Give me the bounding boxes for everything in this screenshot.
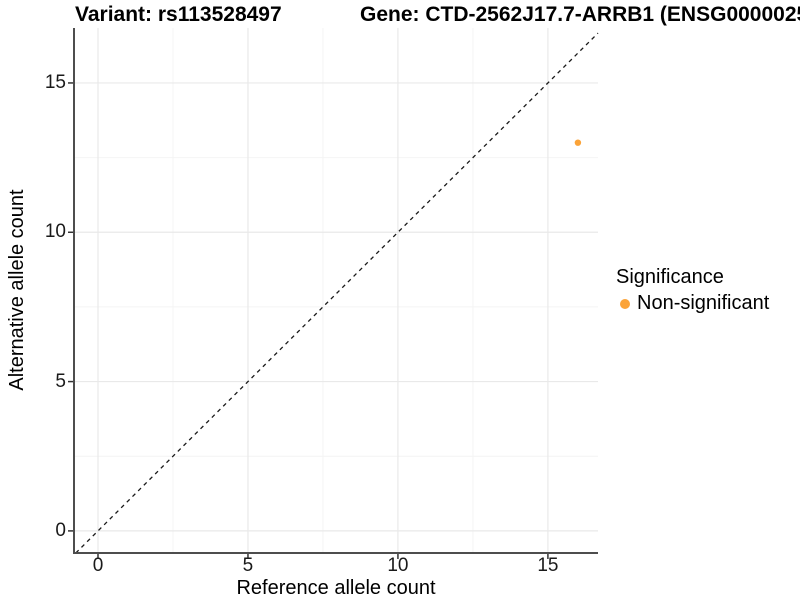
x-tick-label: 0: [92, 555, 104, 576]
plot-title-variant: Variant: rs113528497: [75, 3, 282, 26]
legend-point-icon: [620, 298, 630, 309]
legend-item-label: Non-significant: [637, 292, 770, 314]
data-point: [574, 139, 582, 146]
y-axis-title: Alternative allele count: [6, 189, 28, 391]
legend-item-non-significant: Non-significant: [616, 292, 769, 315]
legend: Significance Non-significant: [616, 266, 769, 315]
identity-line: [75, 32, 599, 554]
y-tick-label: 15: [44, 71, 66, 93]
legend-title: Significance: [616, 266, 724, 288]
x-axis-title: Reference allele count: [236, 577, 436, 599]
x-tick-label: 10: [387, 555, 409, 576]
x-tick-label: 5: [242, 555, 254, 576]
y-tick-label: 5: [55, 370, 66, 392]
y-tick-label: 0: [55, 519, 66, 541]
plot-title-gene: Gene: CTD-2562J17.7-ARRB1 (ENSG000002544: [360, 3, 800, 26]
y-tick-label: 10: [44, 221, 66, 243]
x-tick-label: 15: [537, 555, 559, 576]
